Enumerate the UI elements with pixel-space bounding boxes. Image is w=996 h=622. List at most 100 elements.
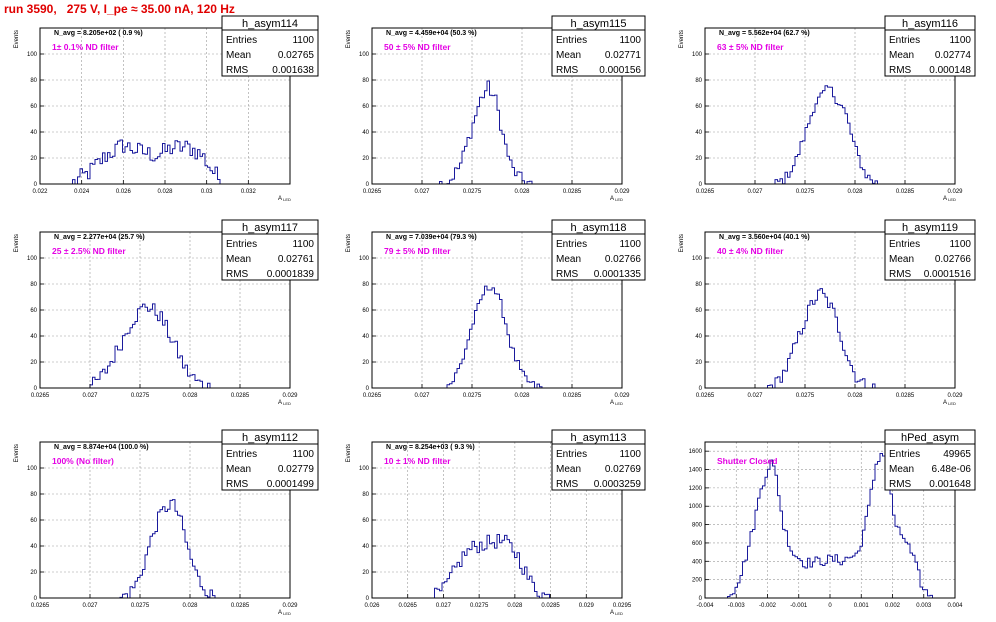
stats-value: 1100 [292, 239, 314, 250]
y-tick-label: 60 [30, 104, 37, 110]
x-tick-label: 0.0285 [896, 393, 915, 399]
x-tick-label: 0.002 [885, 603, 901, 609]
x-tick-label: 0.022 [32, 189, 48, 195]
stats-value: 1100 [619, 239, 641, 250]
y-tick-label: 100 [359, 52, 370, 58]
x-tick-label: 0.0275 [796, 393, 815, 399]
stats-value: 1100 [949, 239, 971, 250]
y-axis-label: Events [14, 30, 20, 48]
y-tick-label: 20 [362, 570, 369, 576]
x-axis-label: A LED [610, 610, 623, 616]
x-tick-label: 0.0285 [563, 189, 582, 195]
x-tick-label: 0.0285 [231, 393, 250, 399]
y-tick-label: 1400 [689, 468, 703, 474]
navg-annotation: N_avg = 8.205e+02 ( 0.9 %) [54, 30, 143, 37]
x-tick-label: 0.027 [414, 393, 430, 399]
x-tick-label: 0.0285 [563, 393, 582, 399]
y-tick-label: 40 [695, 130, 702, 136]
histogram-name: hPed_asym [901, 432, 959, 444]
y-tick-label: 0 [34, 182, 38, 188]
stats-label: Mean [889, 464, 914, 475]
histogram-name: h_asym115 [570, 18, 626, 30]
y-tick-label: 80 [30, 282, 37, 288]
y-tick-label: 100 [692, 52, 703, 58]
histogram-name: h_asym116 [902, 18, 958, 30]
x-tick-label: 0.0265 [31, 393, 50, 399]
y-axis-label: Events [346, 444, 352, 462]
stats-value: 0.02779 [278, 464, 315, 475]
x-tick-label: -0.003 [728, 603, 746, 609]
histogram-name: h_asym114 [242, 18, 298, 30]
x-tick-label: 0.027 [747, 189, 763, 195]
x-tick-label: 0.024 [74, 189, 90, 195]
x-tick-label: 0.028 [157, 189, 173, 195]
y-tick-label: 40 [362, 544, 369, 550]
y-tick-label: 0 [366, 596, 370, 602]
stats-value: 1100 [619, 35, 641, 46]
x-tick-label: 0.029 [947, 189, 963, 195]
x-tick-label: -0.002 [759, 603, 777, 609]
stats-label: RMS [889, 479, 912, 490]
navg-annotation: N_avg = 8.254e+03 ( 9.3 %) [386, 444, 475, 451]
filter-annotation: 10 ± 1% ND filter [384, 456, 451, 466]
navg-annotation: N_avg = 2.277e+04 (25.7 %) [54, 234, 145, 241]
histogram-name: h_asym113 [570, 432, 626, 444]
histogram-line [40, 303, 290, 389]
stats-box [884, 429, 976, 491]
stats-label: Entries [889, 239, 920, 250]
histogram-line [372, 80, 622, 185]
y-axis-label: Events [346, 234, 352, 252]
x-tick-label: 0 [828, 603, 832, 609]
x-tick-label: 0.004 [947, 603, 963, 609]
stats-value: 0.000148 [929, 65, 971, 76]
x-tick-label: 0.0265 [696, 189, 715, 195]
y-tick-label: 400 [692, 559, 703, 565]
y-tick-label: 20 [30, 156, 37, 162]
stats-label: Mean [556, 464, 581, 475]
stats-value: 0.0001499 [267, 479, 315, 490]
y-tick-label: 20 [30, 570, 37, 576]
stats-label: Entries [226, 35, 257, 46]
x-tick-label: 0.029 [947, 393, 963, 399]
stats-value: 0.0001335 [594, 269, 642, 280]
stats-value: 1100 [619, 449, 641, 460]
stats-value: 0.0003259 [594, 479, 642, 490]
y-tick-label: 80 [695, 78, 702, 84]
stats-label: Mean [889, 50, 914, 61]
panel-h_asym117: 0.0265 0.027 0.0275 0.028 0.0285 0.029 0 20 40 60… [14, 219, 319, 406]
x-tick-label: 0.027 [414, 189, 430, 195]
stats-label: RMS [556, 65, 579, 76]
x-tick-label: 0.028 [847, 393, 863, 399]
y-tick-label: 800 [692, 523, 703, 529]
x-tick-label: 0.029 [282, 603, 298, 609]
stats-label: Mean [226, 254, 251, 265]
y-tick-label: 1200 [689, 486, 703, 492]
y-tick-label: 40 [362, 130, 369, 136]
histogram-name: h_asym118 [570, 222, 626, 234]
y-axis-label: Events [679, 30, 685, 48]
x-tick-label: 0.026 [116, 189, 132, 195]
y-tick-label: 20 [362, 360, 369, 366]
x-tick-label: 0.0275 [463, 189, 482, 195]
y-tick-label: 20 [695, 360, 702, 366]
x-tick-label: 0.028 [182, 603, 198, 609]
filter-annotation: 25 ± 2.5% ND filter [52, 246, 126, 256]
stats-label: Mean [889, 254, 914, 265]
stats-label: Mean [226, 464, 251, 475]
stats-label: RMS [889, 65, 912, 76]
x-tick-label: 0.0265 [363, 189, 382, 195]
x-tick-label: 0.029 [579, 603, 595, 609]
panel-h_asym118: 0.0265 0.027 0.0275 0.028 0.0285 0.029 0 20 40 60… [346, 219, 646, 406]
navg-annotation: N_avg = 8.874e+04 (100.0 %) [54, 444, 149, 451]
stats-value: 1100 [949, 35, 971, 46]
x-axis-label: A LED [278, 610, 291, 616]
y-tick-label: 600 [692, 541, 703, 547]
stats-label: Entries [889, 449, 920, 460]
stats-label: Entries [556, 449, 587, 460]
x-axis-label: A LED [943, 196, 956, 202]
y-tick-label: 40 [695, 334, 702, 340]
stats-value: 0.000156 [599, 65, 641, 76]
stats-value: 0.001638 [272, 65, 314, 76]
y-tick-label: 80 [30, 78, 37, 84]
